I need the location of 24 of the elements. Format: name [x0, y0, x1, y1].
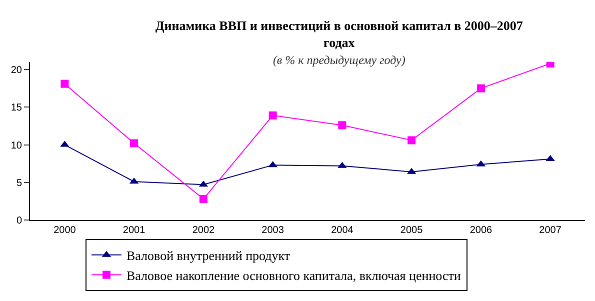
point	[268, 111, 277, 120]
y-tick-label: 0	[16, 216, 22, 226]
y-tick-label: 20	[10, 65, 22, 76]
chart-title: Динамика ВВП и инвестиций в основной капитал в 2000–2007 годах	[155, 18, 524, 50]
x-tick-label: 2002	[192, 225, 215, 236]
x-tick-label: 2007	[539, 225, 562, 236]
x-tick-label: 2005	[400, 225, 424, 236]
legend-label: Валовой внутренний продукт	[126, 248, 290, 263]
point	[476, 84, 485, 92]
point	[199, 194, 208, 203]
x-tick-label: 2004	[331, 225, 354, 236]
chart-subtitle: (в % к предыдущему году)	[272, 52, 406, 67]
y-tick-label: 10	[10, 140, 22, 152]
point	[408, 136, 416, 144]
point	[130, 139, 138, 148]
legend-label: Валовое накопление основного капитала, включая ценности	[126, 268, 461, 283]
point	[338, 121, 346, 130]
y-tick-label: 5	[16, 178, 22, 189]
x-tick-label: 2000	[54, 225, 76, 236]
x-tick-label: 2001	[122, 225, 146, 236]
y-tick-label: 15	[10, 102, 22, 114]
point	[60, 80, 69, 88]
x-tick-label: 2003	[262, 225, 284, 236]
x-tick-label: 2006	[470, 225, 492, 236]
